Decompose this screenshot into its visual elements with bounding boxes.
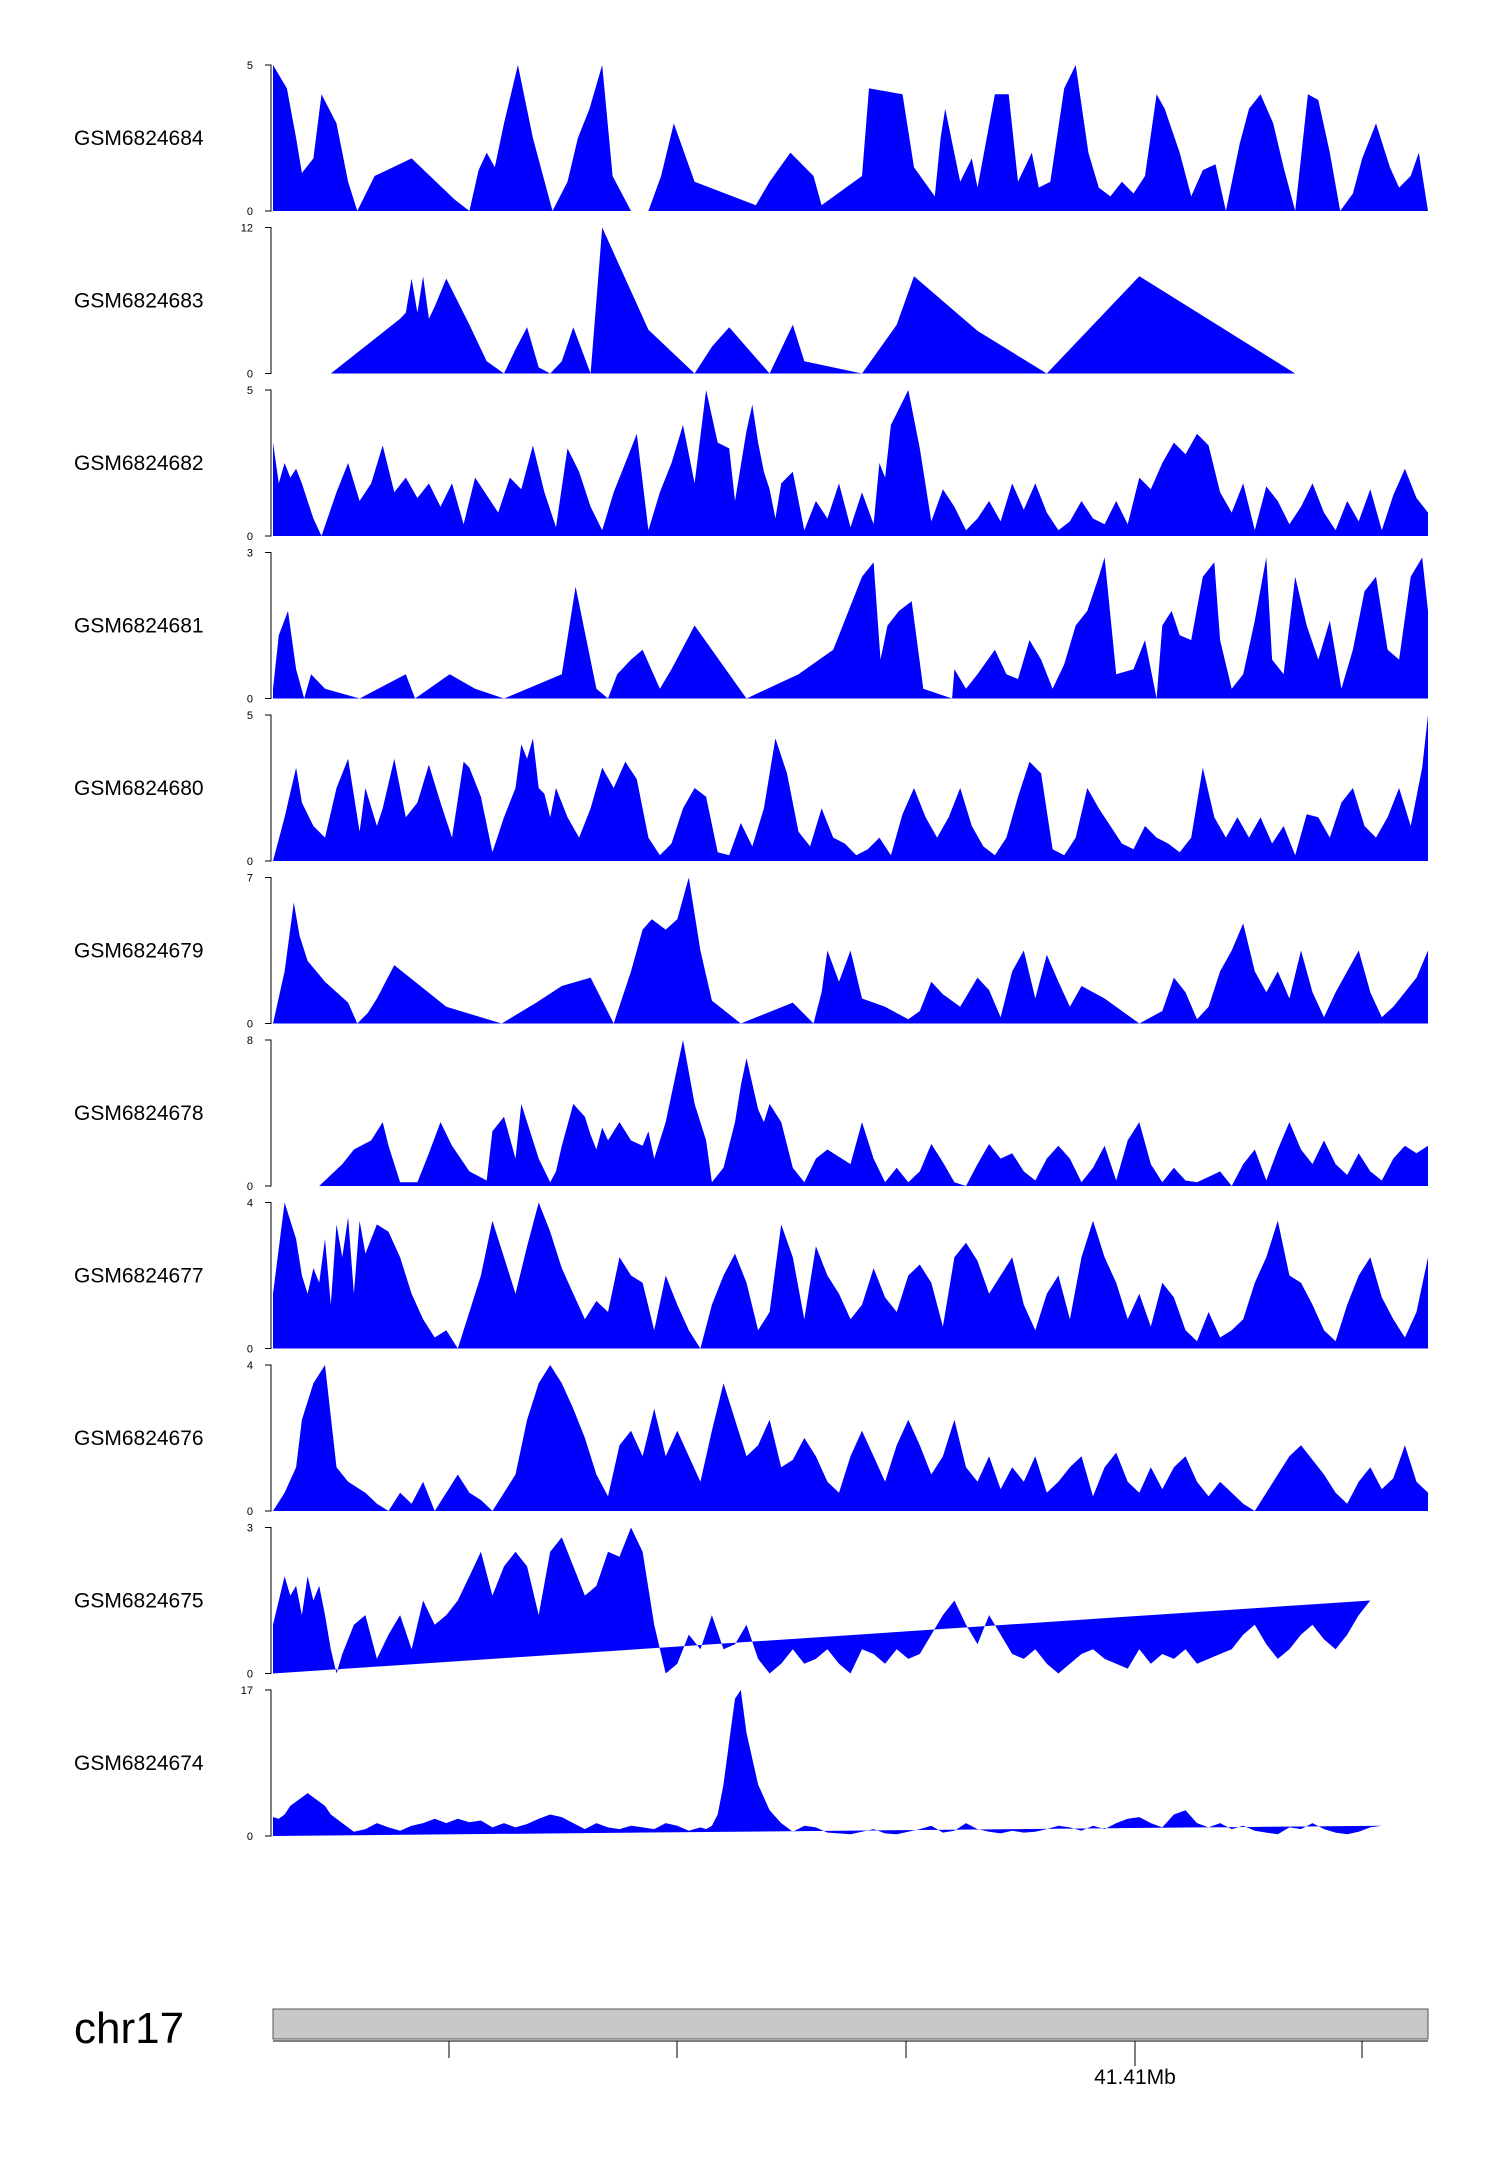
- y-axis: [265, 877, 272, 1024]
- track-GSM6824681: GSM6824681 3 0: [74, 548, 1428, 706]
- y-tick-max: 5: [247, 385, 253, 397]
- track-GSM6824683: GSM6824683 12 0: [74, 223, 1324, 381]
- y-axis: [265, 1039, 272, 1187]
- coverage-area: [273, 390, 1428, 536]
- y-tick-max: 3: [247, 1523, 253, 1535]
- position-label: 41.41Mb: [1094, 2066, 1176, 2089]
- y-axis: [265, 1689, 272, 1837]
- coverage-area: [273, 1527, 1371, 1674]
- coverage-area: [330, 227, 1324, 374]
- track-GSM6824684: GSM6824684 5 0: [74, 60, 1428, 218]
- track-GSM6824680: GSM6824680 5 0: [74, 710, 1428, 868]
- y-tick-min: 0: [247, 531, 253, 543]
- y-tick-max: 5: [247, 60, 253, 72]
- track-label: GSM6824676: [74, 1427, 204, 1450]
- coverage-area: [273, 877, 1428, 1024]
- track-GSM6824679: GSM6824679 7 0: [74, 873, 1428, 1031]
- track-label: GSM6824680: [74, 777, 204, 800]
- y-axis: [265, 1202, 272, 1349]
- track-GSM6824682: GSM6824682 5 0: [74, 385, 1428, 543]
- chromosome-label: chr17: [74, 2004, 184, 2053]
- track-label: GSM6824679: [74, 940, 204, 963]
- track-GSM6824677: GSM6824677 4 0: [74, 1198, 1428, 1356]
- y-axis: [265, 64, 272, 212]
- coverage-area: [273, 1365, 1428, 1511]
- y-tick-min: 0: [247, 1669, 253, 1681]
- track-label: GSM6824683: [74, 290, 204, 313]
- y-tick-max: 12: [241, 223, 253, 235]
- coverage-area: [273, 715, 1428, 861]
- position-ticks: [448, 2041, 1363, 2066]
- y-axis: [265, 552, 272, 699]
- y-tick-max: 4: [247, 1360, 253, 1372]
- track-label: GSM6824682: [74, 452, 204, 475]
- y-tick-max: 17: [241, 1685, 253, 1697]
- coverage-area: [273, 557, 1428, 699]
- y-tick-max: 3: [247, 548, 253, 560]
- y-axis: [265, 227, 272, 374]
- coverage-area: [273, 1690, 1382, 1836]
- y-axis: [265, 1364, 272, 1512]
- y-tick-min: 0: [247, 694, 253, 706]
- y-tick-min: 0: [247, 856, 253, 868]
- track-label: GSM6824678: [74, 1102, 204, 1125]
- chromosome-bar: [272, 2008, 1429, 2040]
- y-tick-max: 7: [247, 873, 253, 885]
- y-tick-max: 4: [247, 1198, 253, 1210]
- track-label: GSM6824674: [74, 1752, 204, 1775]
- chromosome-ideogram: chr17 41.41Mb: [74, 2004, 1429, 2089]
- track-GSM6824674: GSM6824674 17 0: [74, 1685, 1382, 1843]
- coverage-area: [273, 1202, 1428, 1349]
- y-tick-min: 0: [247, 1344, 253, 1356]
- tracks-group: GSM682468450GSM6824683120GSM682468250GSM…: [74, 60, 1429, 1843]
- track-GSM6824676: GSM6824676 4 0: [74, 1360, 1428, 1518]
- track-label: GSM6824681: [74, 615, 204, 638]
- track-label: GSM6824675: [74, 1590, 204, 1613]
- track-label: GSM6824677: [74, 1265, 204, 1288]
- coverage-area: [273, 65, 1428, 211]
- track-label: GSM6824684: [74, 127, 204, 150]
- y-tick-min: 0: [247, 1181, 253, 1193]
- y-axis: [265, 389, 272, 537]
- y-axis: [265, 714, 272, 862]
- y-tick-min: 0: [247, 1019, 253, 1031]
- y-tick-min: 0: [247, 369, 253, 381]
- y-axis: [265, 1527, 272, 1674]
- track-GSM6824678: GSM6824678 8 0: [74, 1035, 1429, 1193]
- y-tick-max: 5: [247, 710, 253, 722]
- y-tick-min: 0: [247, 1831, 253, 1843]
- y-tick-min: 0: [247, 206, 253, 218]
- y-tick-max: 8: [247, 1035, 253, 1047]
- track-GSM6824675: GSM6824675 3 0: [74, 1523, 1371, 1681]
- coverage-area: [319, 1040, 1429, 1186]
- y-tick-min: 0: [247, 1506, 253, 1518]
